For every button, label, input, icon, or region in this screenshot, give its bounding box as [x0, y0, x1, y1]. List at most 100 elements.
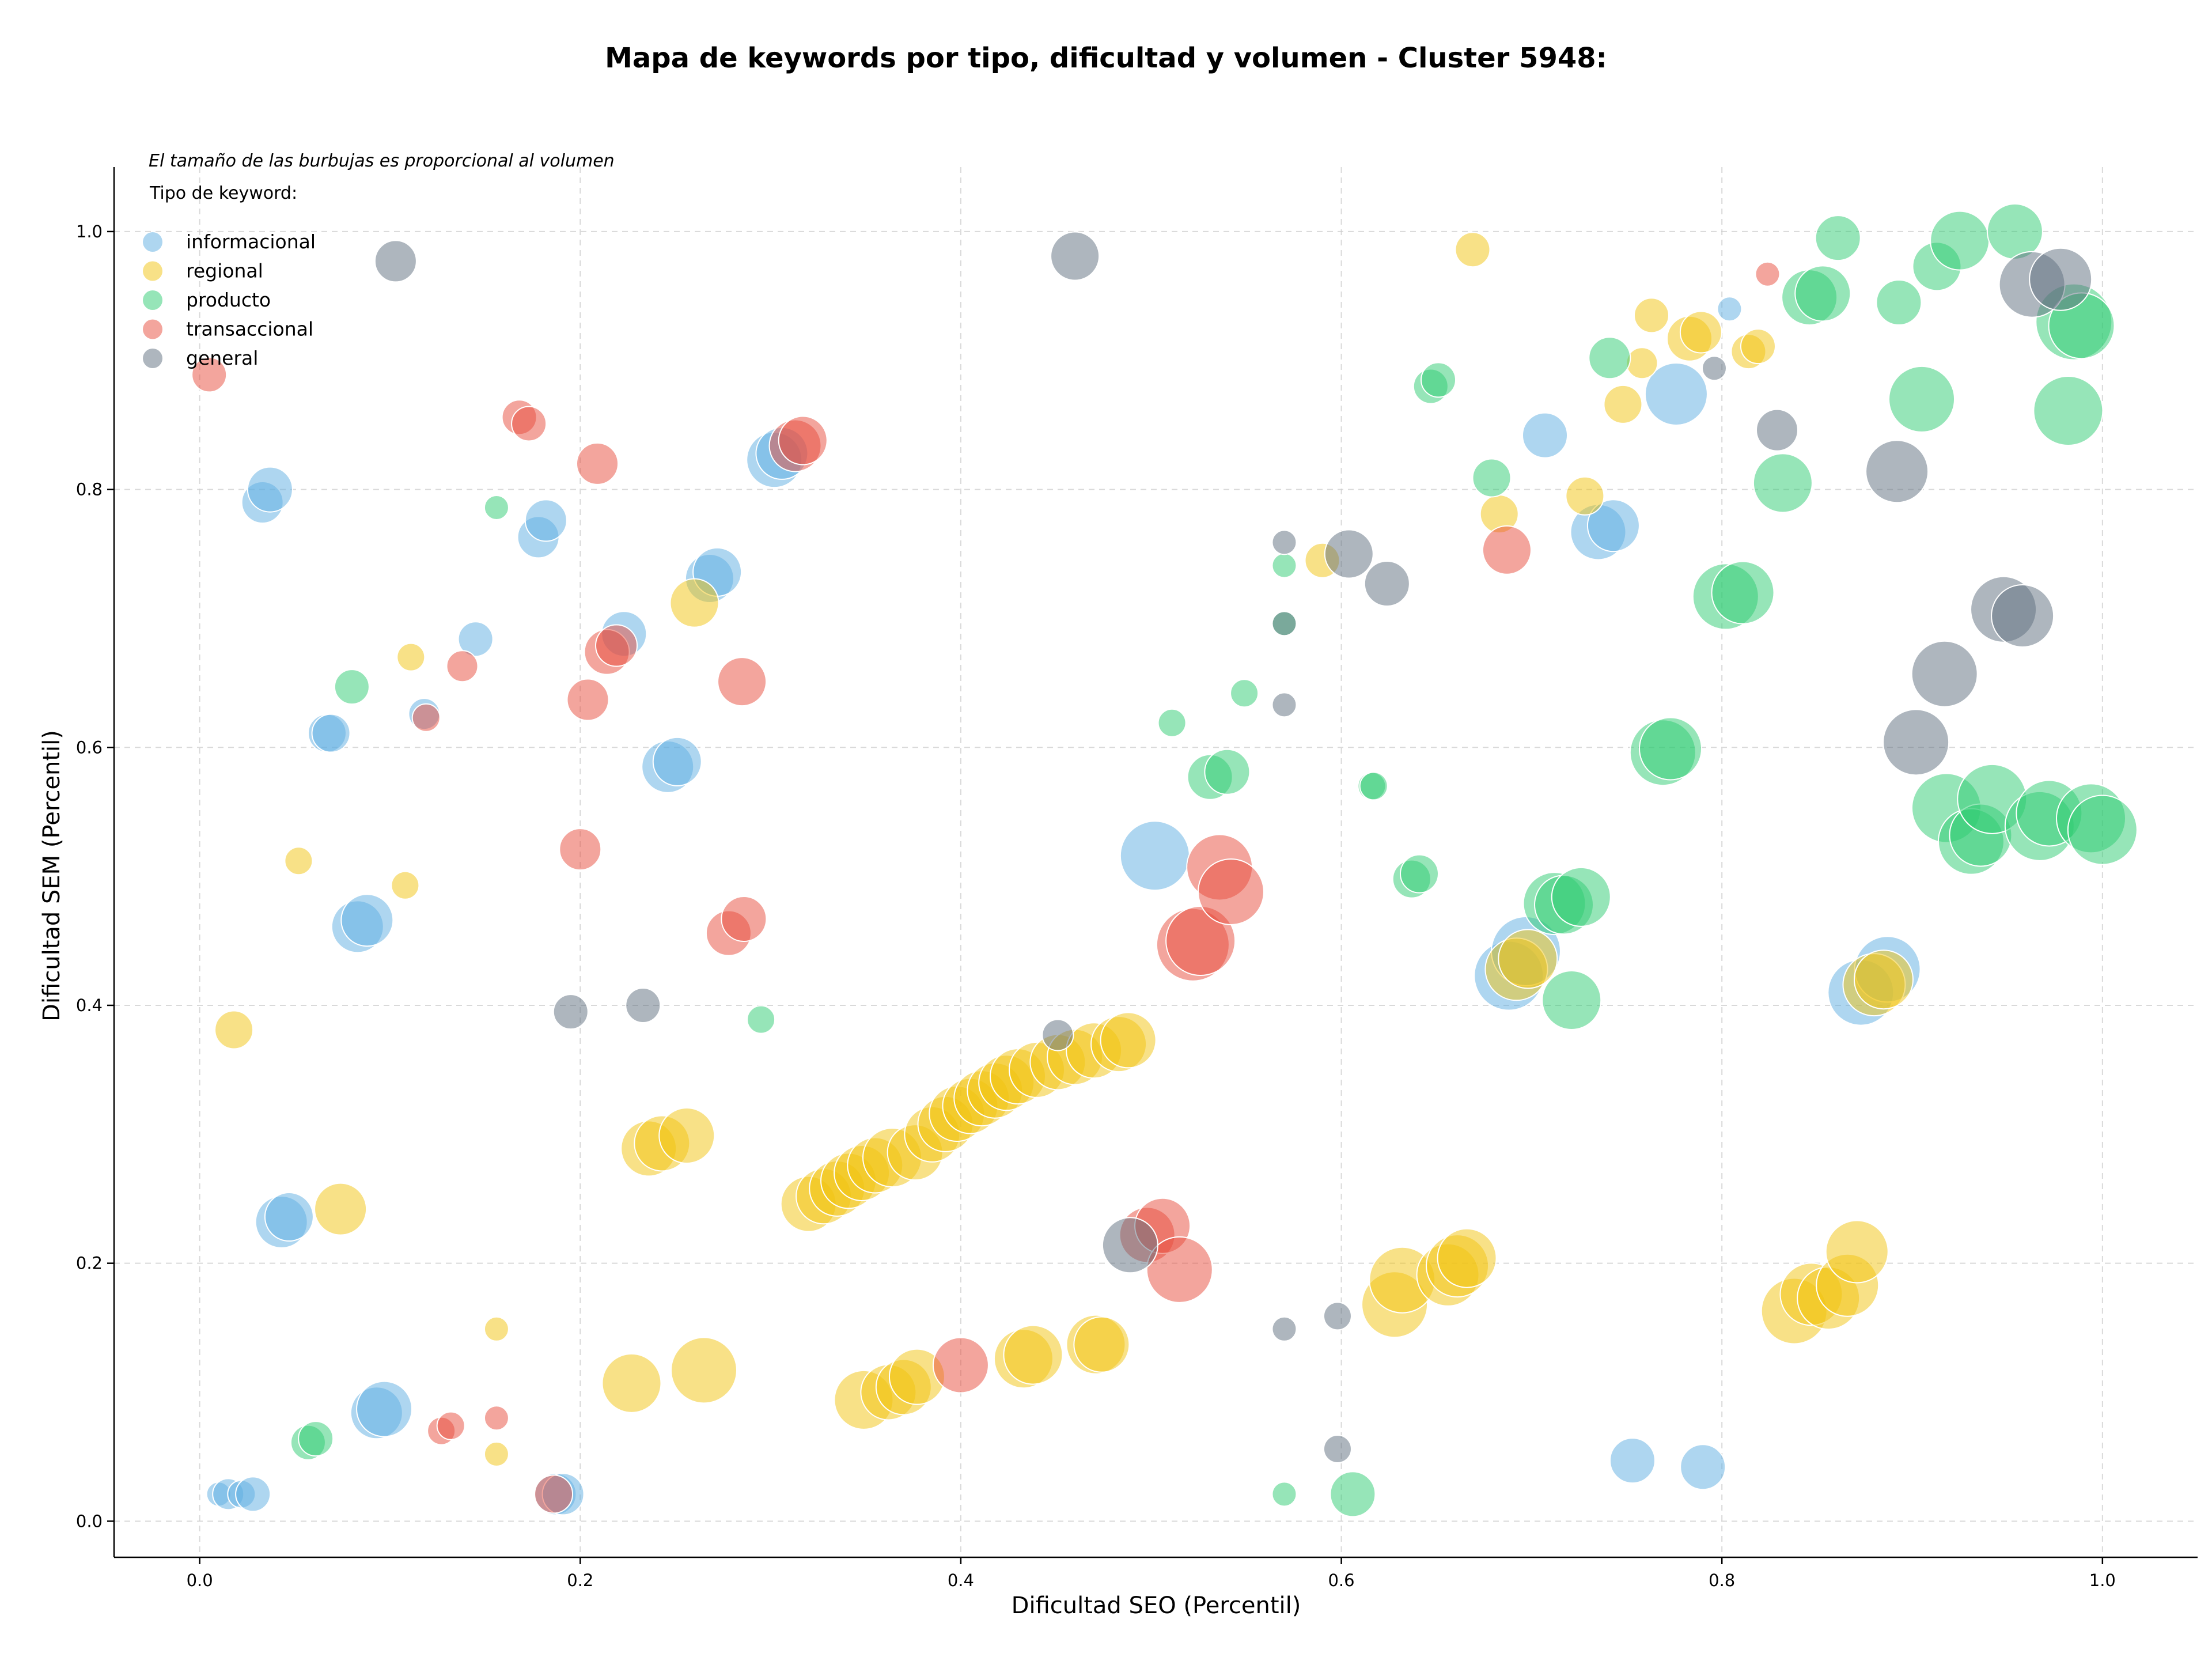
bubble-producto: [1794, 265, 1851, 322]
y-tick-label: 0.2: [76, 1254, 103, 1273]
bubble-regional: [284, 846, 313, 876]
bubble-transaccional: [1755, 261, 1781, 287]
x-tick-label: 0.6: [1328, 1571, 1354, 1590]
bubble-general: [1271, 692, 1297, 718]
bubble-producto: [298, 1421, 334, 1457]
bubble-regional: [1633, 297, 1669, 334]
bubble-informacional: [247, 466, 293, 513]
bubble-transaccional: [566, 678, 609, 721]
x-tick-label: 0.8: [1709, 1571, 1735, 1590]
bubble-regional: [396, 642, 426, 672]
bubbles: [191, 203, 2138, 1518]
bubble-transaccional: [717, 657, 767, 707]
y-tick-label: 0.6: [76, 737, 103, 757]
bubble-producto: [1551, 867, 1611, 927]
bubble-regional: [658, 1107, 715, 1164]
bubble-producto: [1752, 453, 1813, 513]
bubble-producto: [483, 494, 509, 520]
bubble-regional: [1626, 347, 1658, 380]
bubble-producto: [1888, 365, 1956, 433]
bubble-transaccional: [483, 1405, 509, 1431]
bubble-general: [552, 994, 589, 1030]
bubble-producto: [1399, 854, 1439, 894]
bubble-transaccional: [576, 442, 619, 485]
bubble-transaccional: [559, 828, 602, 871]
bubble-producto: [747, 1005, 776, 1034]
bubble-producto: [1330, 1471, 1376, 1518]
bubble-producto: [1230, 679, 1259, 708]
y-tick-label: 0.4: [76, 996, 103, 1015]
bubble-transaccional: [1197, 858, 1264, 925]
bubble-informacional: [457, 621, 494, 657]
y-axis-label: Dificultad SEM (Percentil): [39, 730, 65, 1021]
bubble-regional: [391, 871, 420, 900]
x-tick-label: 0.4: [948, 1571, 974, 1590]
bubble-informacional: [652, 736, 702, 786]
bubble-regional: [601, 1353, 662, 1413]
bubble-regional: [1565, 476, 1605, 516]
legend-marker-regional: [143, 261, 162, 281]
bubble-informacional: [1609, 1437, 1656, 1484]
bubble-regional: [1003, 1325, 1063, 1385]
bubble-producto: [1157, 708, 1187, 737]
bubble-transaccional: [721, 895, 767, 942]
bubble-transaccional: [1482, 525, 1532, 575]
bubble-transaccional: [511, 406, 547, 442]
bubble-informacional: [524, 499, 567, 542]
legend-title: Tipo de keyword:: [149, 183, 297, 203]
bubble-producto: [2033, 376, 2104, 447]
y-tick-label: 0.0: [76, 1511, 103, 1531]
bubble-general: [1050, 231, 1100, 281]
bubble-size-note: El tamaño de las burbujas es proporciona…: [149, 151, 615, 171]
bubble-transaccional: [932, 1337, 989, 1394]
bubble-transaccional: [1146, 1236, 1213, 1303]
bubble-informacional: [264, 1192, 314, 1242]
axes: [113, 167, 2198, 1558]
x-axis-label: Dificultad SEO (Percentil): [1012, 1592, 1301, 1619]
bubble-general: [1755, 408, 1798, 452]
bubble-regional: [1498, 929, 1558, 989]
bubble-regional: [483, 1441, 509, 1467]
bubble-producto: [1421, 362, 1457, 398]
bubble-transaccional: [411, 703, 441, 732]
bubble-regional: [483, 1316, 509, 1342]
bubble-regional: [1100, 1012, 1157, 1069]
legend-marker-general: [143, 349, 162, 368]
bubble-producto: [1271, 1481, 1297, 1507]
bubble-producto: [1815, 215, 1861, 262]
legend-marker-transaccional: [143, 319, 162, 339]
legend-label-transaccional: transaccional: [186, 318, 313, 340]
chart-title: Mapa de keywords por tipo, dificultad y …: [605, 42, 1607, 74]
bubble-regional: [1437, 1228, 1497, 1288]
bubble-general: [625, 987, 661, 1023]
bubble-producto: [1930, 210, 1990, 271]
bubble-producto: [1876, 279, 1922, 326]
bubble-informacional: [311, 713, 351, 753]
bubble-general: [1101, 1217, 1158, 1274]
bubble-regional: [1825, 1220, 1889, 1284]
bubble-transaccional: [778, 415, 828, 466]
bubble-producto: [1472, 458, 1512, 498]
x-tick-label: 0.2: [567, 1571, 593, 1590]
bubble-general: [2029, 247, 2093, 311]
bubble-regional: [1455, 232, 1491, 268]
bubble-producto: [1986, 203, 2043, 260]
bubble-general: [1701, 355, 1727, 381]
legend-marker-producto: [143, 290, 162, 310]
legend-label-producto: producto: [186, 289, 271, 311]
bubble-regional: [670, 1337, 737, 1404]
bubble-producto: [1359, 771, 1388, 801]
ticks: 0.0 0.2 0.4 0.6 0.8 1.0 0.0 0.2 0.4 0.6 0.8 1.0: [76, 222, 2116, 1590]
bubble-producto: [1588, 336, 1631, 380]
bubble-producto: [1711, 561, 1775, 625]
bubble-general: [1865, 440, 1929, 504]
bubble-regional: [314, 1182, 368, 1236]
bubble-producto: [334, 669, 370, 705]
series-informacional: [206, 296, 1921, 1516]
bubble-general: [1991, 584, 2055, 648]
series-general: [374, 231, 2093, 1463]
bubble-transaccional: [446, 650, 479, 683]
bubble-general: [1323, 1434, 1352, 1463]
bubble-informacional: [1586, 499, 1640, 553]
